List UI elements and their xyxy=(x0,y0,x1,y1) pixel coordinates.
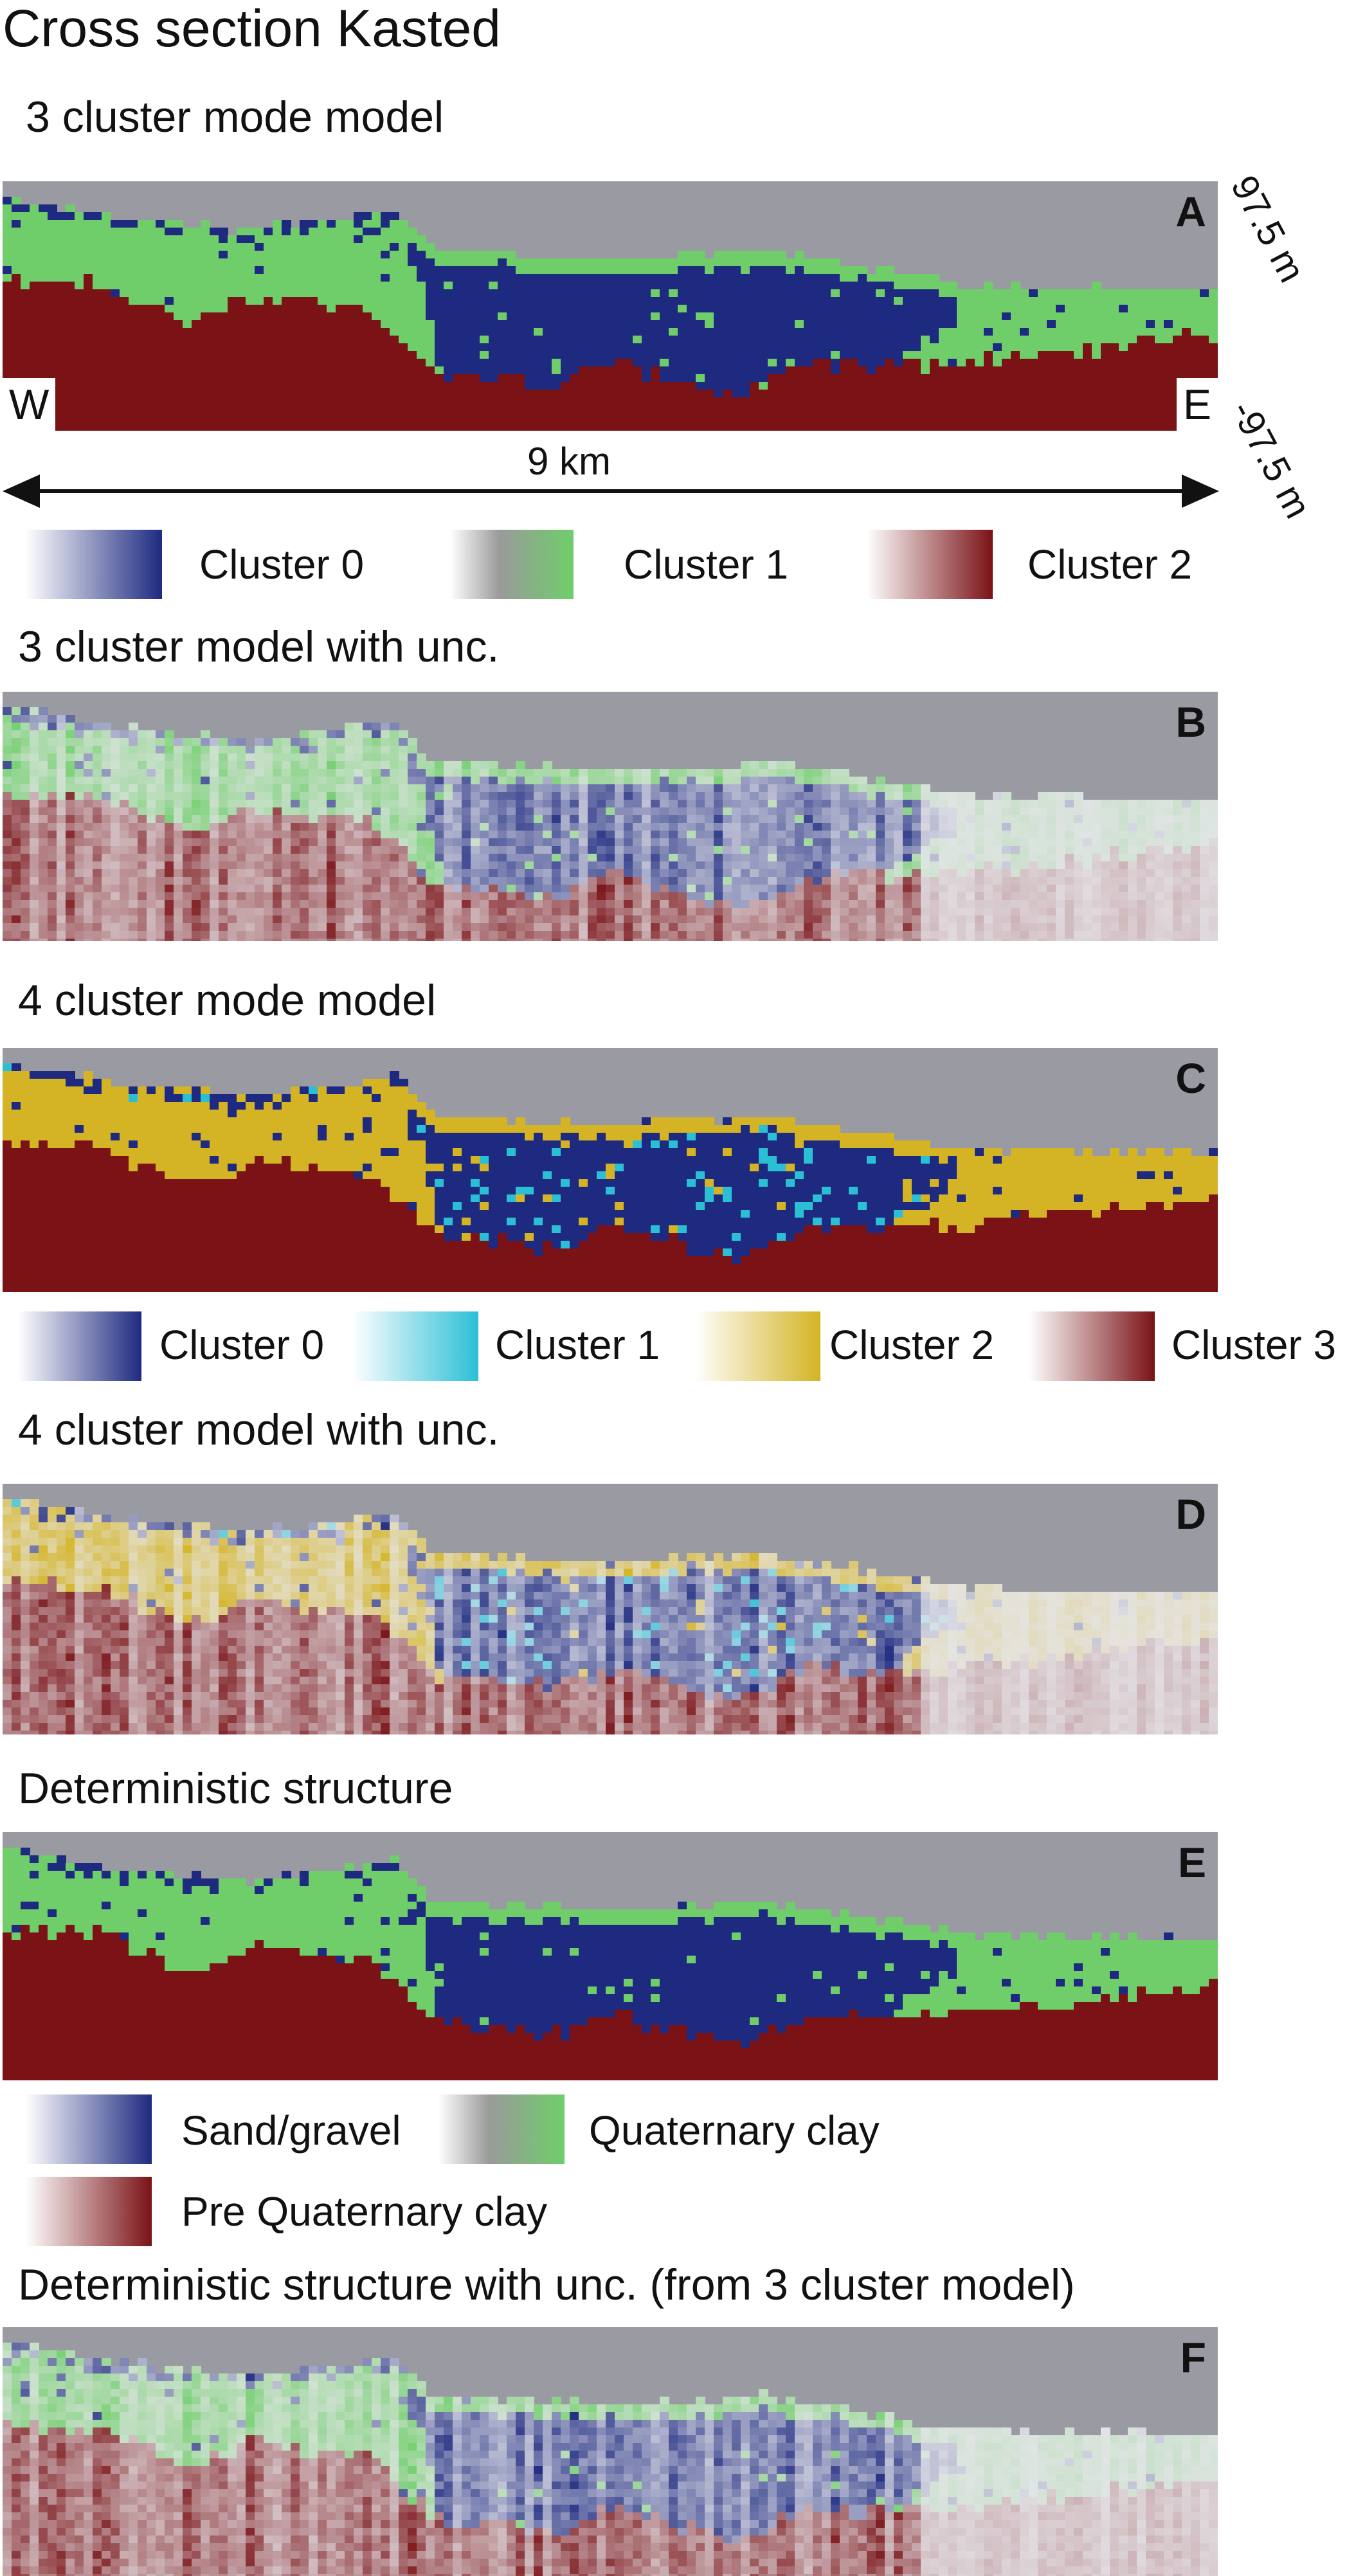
west-label: W xyxy=(3,378,56,431)
panel-d-heading: 4 cluster model with unc. xyxy=(18,1405,500,1454)
legend-label-cluster-1: Cluster 1 xyxy=(624,541,789,588)
legend-swatch-quaternary-clay xyxy=(438,2094,565,2164)
panel-f-section: F xyxy=(3,2327,1218,2576)
panel-e-letter: E xyxy=(1177,1839,1206,1886)
panel-c-image xyxy=(3,1048,1218,1292)
legend4-label-cluster-3: Cluster 3 xyxy=(1171,1322,1337,1368)
panel-e-image xyxy=(3,1832,1218,2080)
panel-c-section: C xyxy=(3,1048,1218,1292)
panel-d-section: D xyxy=(3,1484,1218,1734)
distance-label: 9 km xyxy=(527,440,611,483)
legend-swatch-cluster-2 xyxy=(867,530,993,599)
panel-a-letter: A xyxy=(1175,188,1206,235)
panel-e-heading: Deterministic structure xyxy=(18,1764,453,1813)
legend-label-pre-quaternary-clay: Pre Quaternary clay xyxy=(181,2188,548,2235)
panel-e-section: E xyxy=(3,1832,1218,2080)
panel-a-heading: 3 cluster mode model xyxy=(26,93,444,141)
panel-c-heading: 4 cluster mode model xyxy=(18,976,437,1025)
legend-swatch-sand-gravel xyxy=(26,2094,152,2164)
panel-a-section: A W E xyxy=(3,181,1218,431)
panel-d-letter: D xyxy=(1175,1490,1206,1538)
bottom-elevation-label: -97.5 m xyxy=(1222,393,1319,525)
panel-f-letter: F xyxy=(1180,2334,1206,2381)
panel-d-image xyxy=(3,1484,1218,1734)
panel-f-heading: Deterministic structure with unc. (from … xyxy=(18,2260,1075,2309)
panel-b-letter: B xyxy=(1175,698,1206,746)
page-title: Cross section Kasted xyxy=(3,0,501,58)
panel-a-image xyxy=(3,181,1218,431)
legend4-label-cluster-0: Cluster 0 xyxy=(159,1322,325,1368)
legend4-swatch-cluster-1 xyxy=(352,1311,478,1381)
panel-c-letter: C xyxy=(1175,1054,1206,1102)
panel-b-heading: 3 cluster model with unc. xyxy=(18,622,500,671)
legend-label-quaternary-clay: Quaternary clay xyxy=(589,2107,880,2154)
legend-label-cluster-2: Cluster 2 xyxy=(1027,541,1193,588)
top-elevation-label: 97.5 m xyxy=(1222,168,1314,289)
legend4-label-cluster-2: Cluster 2 xyxy=(829,1322,995,1368)
legend-label-sand-gravel: Sand/gravel xyxy=(181,2107,401,2154)
distance-arrow xyxy=(3,474,1219,508)
east-label: E xyxy=(1176,378,1218,431)
legend-label-cluster-0: Cluster 0 xyxy=(199,541,365,588)
legend-swatch-pre-quaternary-clay xyxy=(26,2177,152,2246)
legend-swatch-cluster-1 xyxy=(450,530,574,599)
panel-b-image xyxy=(3,692,1218,941)
legend4-swatch-cluster-0 xyxy=(18,1311,141,1381)
panel-b-section: B xyxy=(3,692,1218,941)
legend4-label-cluster-1: Cluster 1 xyxy=(495,1322,660,1368)
legend4-swatch-cluster-3 xyxy=(1029,1311,1155,1381)
legend-swatch-cluster-0 xyxy=(26,530,162,599)
panel-f-image xyxy=(3,2327,1218,2576)
legend4-swatch-cluster-2 xyxy=(694,1311,820,1381)
